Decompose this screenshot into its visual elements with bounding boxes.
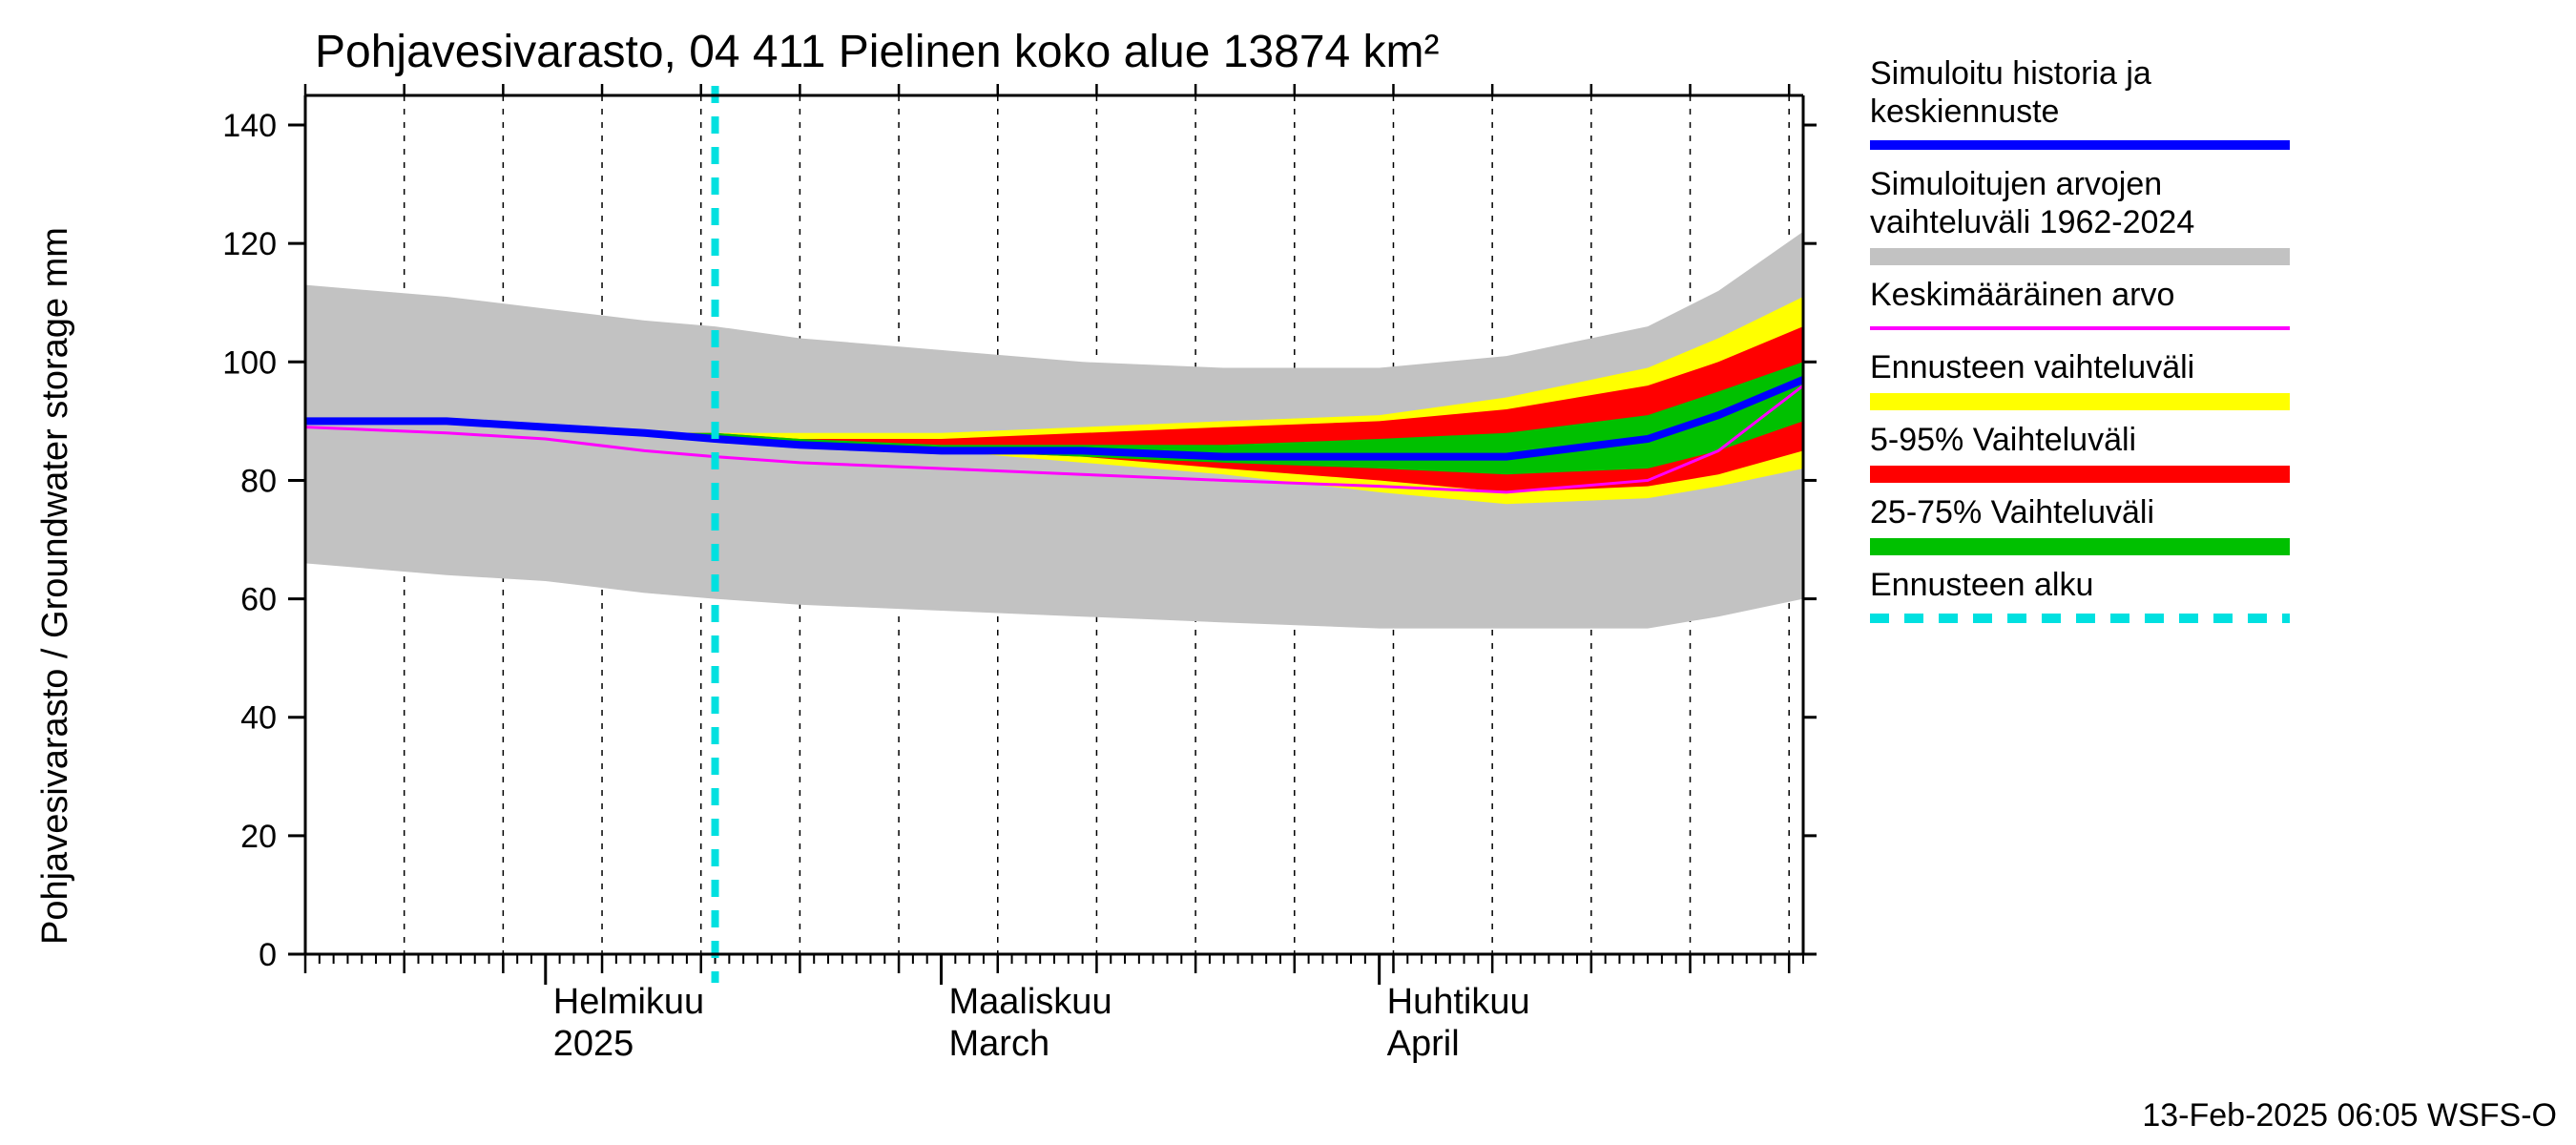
y-tick-label: 100 (222, 344, 277, 381)
y-tick-label: 120 (222, 226, 277, 262)
groundwater-chart: 0 20 40 60 80 100 120 140 Helmikuu2025 MaaliskuuM… (0, 0, 2576, 1145)
legend-label: Simuloitu historia ja (1870, 55, 2151, 92)
legend-label: vaihteluväli 1962-2024 (1870, 204, 2194, 240)
legend-swatch (1870, 538, 2290, 555)
legend-label: Simuloitujen arvojen (1870, 166, 2162, 202)
legend-label: Keskimääräinen arvo (1870, 277, 2174, 313)
chart-title: Pohjavesivarasto, 04 411 Pielinen koko a… (315, 27, 1440, 77)
month-label-fi: Maaliskuu (949, 982, 1112, 1022)
month-label-en: April (1387, 1024, 1460, 1064)
y-tick-label: 0 (259, 937, 277, 973)
y-tick-label: 20 (240, 819, 277, 855)
y-tick-label: 60 (240, 582, 277, 618)
legend-swatch (1870, 466, 2290, 483)
y-axis-title: Pohjavesivarasto / Groundwater storage m… (35, 227, 75, 945)
legend-label: 5-95% Vaihteluväli (1870, 422, 2136, 458)
legend-swatch (1870, 248, 2290, 265)
y-tick-label: 80 (240, 463, 277, 499)
legend-label: 25-75% Vaihteluväli (1870, 494, 2154, 531)
data-layers (305, 232, 1803, 629)
month-label-en: 2025 (553, 1024, 634, 1064)
legend-label: Ennusteen vaihteluväli (1870, 349, 2194, 385)
legend-label: keskiennuste (1870, 94, 2059, 130)
legend-swatch (1870, 393, 2290, 410)
month-label-fi: Helmikuu (553, 982, 704, 1022)
y-tick-label: 40 (240, 700, 277, 737)
legend-label: Ennusteen alku (1870, 567, 2093, 603)
chart-svg: 0 20 40 60 80 100 120 140 Helmikuu2025 MaaliskuuM… (0, 0, 2576, 1145)
month-label-en: March (949, 1024, 1050, 1064)
month-label-fi: Huhtikuu (1387, 982, 1530, 1022)
y-tick-label: 140 (222, 108, 277, 144)
footer-timestamp: 13-Feb-2025 06:05 WSFS-O (2142, 1097, 2557, 1134)
